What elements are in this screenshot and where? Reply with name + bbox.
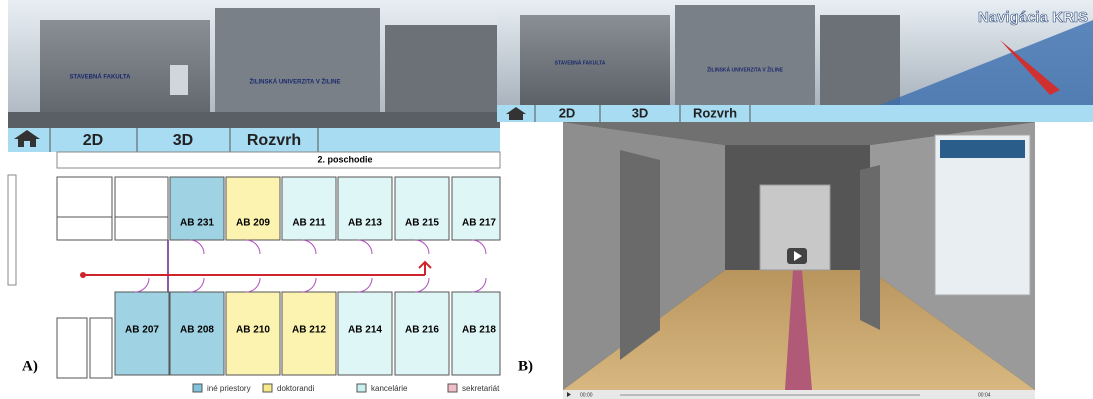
room-label: AB 215: [405, 218, 439, 229]
floor-plan: 2. poschodie AB 231 AB 209 AB 211 AB 213 AB …: [8, 152, 500, 393]
room[interactable]: [338, 177, 392, 240]
legend-label: sekretariát: [462, 384, 500, 393]
legend-swatch: [263, 384, 272, 392]
door: [358, 278, 372, 292]
legend-label: iné priestory: [207, 384, 251, 393]
banner-text: STAVEBNÁ FAKULTA: [70, 74, 132, 81]
floor-label: 2. poschodie: [317, 154, 372, 164]
time-current: 00:00: [580, 392, 593, 398]
progress-bar[interactable]: [620, 394, 920, 396]
door: [246, 278, 260, 292]
video-player: 00:00 00:04: [563, 122, 1035, 399]
room[interactable]: [452, 177, 500, 240]
door: [302, 240, 316, 254]
door: [358, 240, 372, 254]
room[interactable]: [282, 177, 336, 240]
nav-tab[interactable]: 3D: [632, 105, 649, 120]
room-label: AB 207: [125, 325, 159, 336]
panel-label: A): [22, 358, 38, 374]
door: [190, 240, 204, 254]
room[interactable]: [170, 177, 224, 240]
nav-tab[interactable]: 2D: [83, 132, 103, 149]
legend-label: doktorandi: [277, 384, 315, 393]
banner-b: STAVEBNÁ FAKULTA ŽILINSKÁ UNIVERZITA V Ž…: [497, 0, 1093, 105]
door: [472, 278, 486, 292]
room[interactable]: [395, 177, 449, 240]
door: [246, 240, 260, 254]
door: [415, 278, 429, 292]
legend-swatch: [448, 384, 457, 392]
legend-label: kancelárie: [371, 384, 408, 393]
door: [302, 278, 316, 292]
door: [472, 240, 486, 254]
door: [135, 278, 149, 292]
tab-bar-b: [497, 105, 1093, 122]
room-label: AB 212: [292, 325, 326, 336]
door: [190, 278, 204, 292]
room-label: AB 216: [405, 325, 439, 336]
room-label: AB 210: [236, 325, 270, 336]
room-label: AB 231: [180, 218, 214, 229]
figure: STAVEBNÁ FAKULTA ŽILINSKÁ UNIVERZITA V Ž…: [0, 0, 1093, 399]
door: [415, 240, 429, 254]
banner-a: STAVEBNÁ FAKULTA ŽILINSKÁ UNIVERZITA V Ž…: [8, 0, 500, 128]
nav-tab[interactable]: 3D: [173, 132, 193, 149]
room-label: AB 217: [462, 218, 496, 229]
time-total: 00:04: [978, 392, 991, 398]
nav-tab[interactable]: Rozvrh: [693, 105, 737, 120]
nav-tab[interactable]: Rozvrh: [247, 132, 301, 149]
room-label: AB 208: [180, 325, 214, 336]
legend-swatch: [357, 384, 366, 392]
room-label: AB 211: [292, 218, 326, 229]
banner-text: ŽILINSKÁ UNIVERZITA V ŽILINE: [250, 78, 341, 86]
room-label: AB 209: [236, 218, 270, 229]
banner-text: STAVEBNÁ FAKULTA: [555, 59, 606, 66]
room[interactable]: [226, 177, 280, 240]
app-title: Navigácia KRIS: [978, 9, 1088, 26]
banner-text: ŽILINSKÁ UNIVERZITA V ŽILINE: [707, 65, 783, 73]
panel-label: B): [518, 358, 533, 374]
nav-tab[interactable]: 2D: [559, 105, 576, 120]
room-label: AB 214: [348, 325, 382, 336]
room-label: AB 218: [462, 325, 496, 336]
legend-swatch: [193, 384, 202, 392]
room-label: AB 213: [348, 218, 382, 229]
play-button[interactable]: [787, 248, 807, 264]
